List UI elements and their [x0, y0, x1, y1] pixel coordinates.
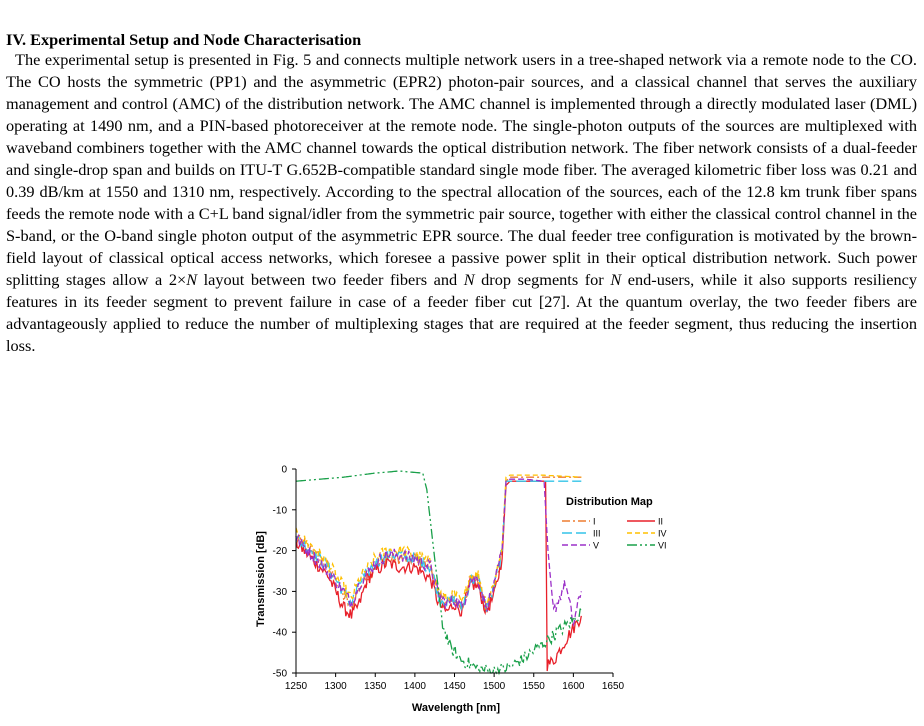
y-axis-label: Transmission [dB]: [255, 531, 267, 627]
legend-label-ii: II: [658, 517, 663, 527]
legend-label-v: V: [593, 541, 599, 551]
section-body: The experimental setup is presented in F…: [6, 49, 917, 357]
x-tick-label: 1250: [285, 681, 308, 692]
series-line-iv: [295, 474, 582, 610]
y-tick-label: -10: [273, 505, 288, 516]
legend-label-iv: IV: [658, 529, 667, 539]
series-line-ii: [295, 480, 582, 672]
paragraph-text: The experimental setup is presented in F…: [6, 50, 917, 289]
series-line-v: [295, 478, 582, 627]
x-tick-label: 1400: [404, 681, 427, 692]
x-tick-label: 1350: [364, 681, 387, 692]
paragraph-text: drop segments for: [474, 270, 611, 289]
section-heading: IV. Experimental Setup and Node Characte…: [6, 30, 362, 49]
y-tick-label: -30: [273, 587, 288, 598]
x-tick-label: 1550: [523, 681, 546, 692]
x-tick-label: 1600: [562, 681, 585, 692]
axis-layer: 1250 1300 1350 1400 1450 1500 1550 1600 1650 0 -10…: [273, 465, 625, 693]
figure: 1250 1300 1350 1400 1450 1500 1550 1600 1650 0 -10…: [0, 460, 924, 721]
variable-n: N: [186, 270, 198, 289]
x-tick-label: 1300: [325, 681, 348, 692]
paragraph-text: end-users, while it also supports resili…: [6, 270, 918, 355]
y-tick-label: -20: [273, 546, 288, 557]
series-line-vi: [295, 470, 582, 676]
x-tick-label: 1500: [483, 681, 506, 692]
legend-label-i: I: [593, 517, 596, 527]
series-layer: [295, 470, 582, 676]
legend-label-vi: VI: [658, 541, 667, 551]
transmission-chart: 1250 1300 1350 1400 1450 1500 1550 1600 1650 0 -10…: [255, 465, 667, 715]
x-tick-label: 1450: [443, 681, 466, 692]
legend-label-iii: III: [593, 529, 601, 539]
paragraph-text: layout between two feeder fibers and: [197, 270, 464, 289]
legend-title: Distribution Map: [566, 496, 653, 508]
x-axis-label: Wavelength [nm]: [412, 702, 501, 714]
paragraph: The experimental setup is presented in F…: [6, 49, 917, 357]
x-tick-label: 1650: [602, 681, 625, 692]
y-tick-label: 0: [281, 465, 287, 476]
y-tick-label: -40: [273, 628, 288, 639]
variable-n: N: [610, 270, 622, 289]
variable-n: N: [463, 270, 475, 289]
y-tick-label: -50: [273, 669, 288, 680]
